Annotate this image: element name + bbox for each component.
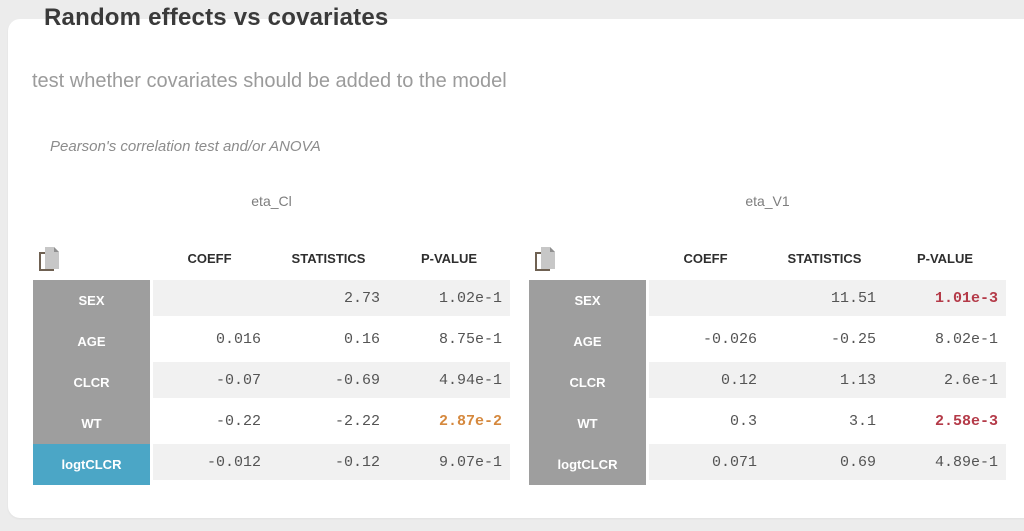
p-value: 8.75e-1 <box>388 321 510 362</box>
page-title: Random effects vs covariates <box>44 4 389 31</box>
row-label: WT <box>529 403 646 444</box>
eta-v1-table: eta_V1 COEFF STATISTICS P-VALUE SEX 11.5… <box>529 193 1006 485</box>
p-value: 2.58e-3 <box>884 403 1006 444</box>
p-value: 2.6e-1 <box>884 362 1006 403</box>
p-value: 4.94e-1 <box>388 362 510 403</box>
table-grid: COEFF STATISTICS P-VALUE SEX 11.51 1.01e… <box>529 237 1006 485</box>
column-header-p-value: P-VALUE <box>420 251 478 266</box>
test-method-note: Pearson's correlation test and/or ANOVA <box>50 138 321 155</box>
results-card: test whether covariates should be added … <box>8 19 1024 518</box>
p-value: 1.01e-3 <box>884 280 1006 321</box>
coeff-value: -0.22 <box>150 403 269 444</box>
coeff-value: 0.3 <box>646 403 765 444</box>
statistics-value: 0.69 <box>765 444 884 485</box>
table-title: eta_Cl <box>251 193 292 209</box>
column-header-statistics: STATISTICS <box>787 251 862 266</box>
statistics-value: 0.16 <box>269 321 388 362</box>
coeff-value: 0.12 <box>646 362 765 403</box>
statistics-value: 11.51 <box>765 280 884 321</box>
coeff-value <box>150 280 269 321</box>
column-header-coeff: COEFF <box>683 251 728 266</box>
row-label: logtCLCR <box>33 444 150 485</box>
row-label: logtCLCR <box>529 444 646 485</box>
statistics-value: -0.25 <box>765 321 884 362</box>
statistics-value: -0.69 <box>269 362 388 403</box>
eta-cl-table: eta_Cl COEFF STATISTICS P-VALUE SEX 2.73… <box>33 193 510 485</box>
coeff-value: 0.071 <box>646 444 765 485</box>
statistics-value: 1.13 <box>765 362 884 403</box>
p-value: 9.07e-1 <box>388 444 510 485</box>
page-subtitle: test whether covariates should be added … <box>32 70 507 92</box>
row-label: WT <box>33 403 150 444</box>
column-header-coeff: COEFF <box>187 251 232 266</box>
table-title: eta_V1 <box>745 193 790 209</box>
row-label: SEX <box>33 280 150 321</box>
statistics-value: -0.12 <box>269 444 388 485</box>
row-label: AGE <box>33 321 150 362</box>
table-grid: COEFF STATISTICS P-VALUE SEX 2.73 1.02e-… <box>33 237 510 485</box>
p-value: 4.89e-1 <box>884 444 1006 485</box>
row-label: CLCR <box>33 362 150 403</box>
statistics-value: 2.73 <box>269 280 388 321</box>
column-header-statistics: STATISTICS <box>291 251 366 266</box>
p-value: 2.87e-2 <box>388 403 510 444</box>
row-label: CLCR <box>529 362 646 403</box>
statistics-value: 3.1 <box>765 403 884 444</box>
coeff-value: -0.07 <box>150 362 269 403</box>
coeff-value: -0.026 <box>646 321 765 362</box>
copy-table-icon[interactable] <box>38 246 60 272</box>
coeff-value: -0.012 <box>150 444 269 485</box>
statistics-value: -2.22 <box>269 403 388 444</box>
row-label: AGE <box>529 321 646 362</box>
coeff-value <box>646 280 765 321</box>
copy-table-icon[interactable] <box>534 246 556 272</box>
column-header-p-value: P-VALUE <box>916 251 974 266</box>
coeff-value: 0.016 <box>150 321 269 362</box>
p-value: 8.02e-1 <box>884 321 1006 362</box>
row-label: SEX <box>529 280 646 321</box>
p-value: 1.02e-1 <box>388 280 510 321</box>
